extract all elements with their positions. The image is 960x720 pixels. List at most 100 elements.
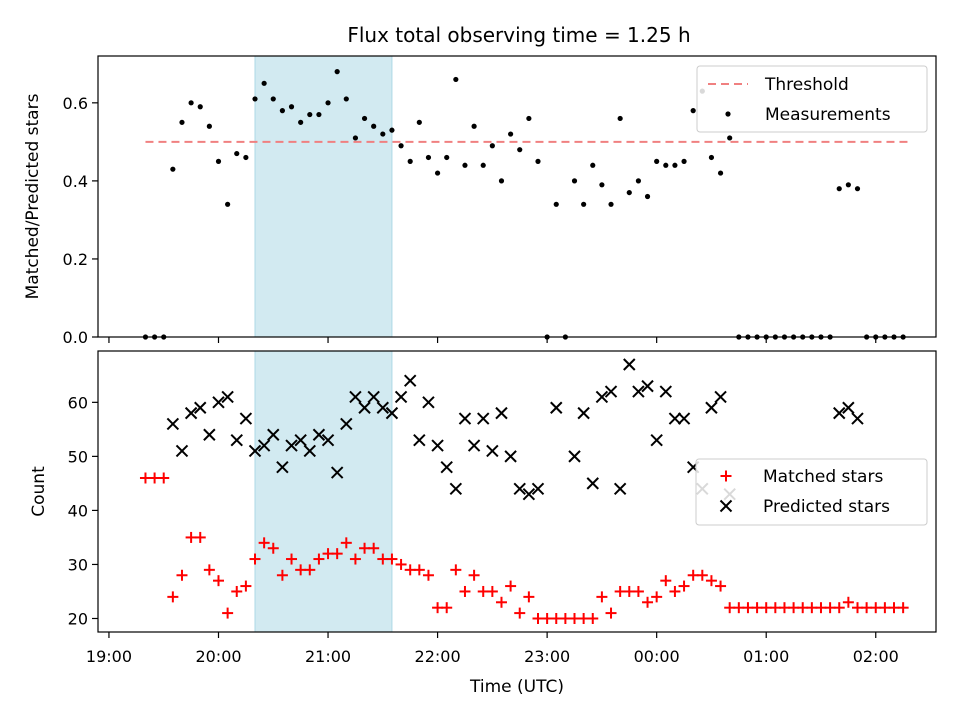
predicted-star-point — [184, 406, 198, 420]
predicted-star-point — [321, 433, 335, 447]
predicted-star-point — [431, 439, 444, 452]
bottom-plot-frame — [97, 350, 937, 633]
predicted-star-point — [175, 444, 189, 458]
predicted-star-point — [568, 450, 581, 463]
measurement-point — [261, 80, 267, 86]
matched-star-point — [605, 607, 617, 619]
predicted-star-point — [650, 433, 663, 447]
measurement-point — [517, 147, 523, 153]
predicted-star-point — [586, 477, 599, 490]
measurement-point — [654, 158, 660, 164]
predicted-star-point — [449, 482, 463, 496]
predicted-star-point — [285, 439, 298, 452]
chart-title: Flux total observing time = 1.25 h — [347, 23, 690, 47]
predicted-star-point — [531, 482, 545, 496]
matched-star-point — [678, 580, 690, 592]
cross-stroke — [194, 401, 207, 414]
matched-star-point — [705, 575, 717, 587]
cross-stroke — [257, 439, 271, 452]
matched-star-point — [368, 542, 380, 554]
measurement-point — [581, 201, 587, 207]
predicted-star-point — [714, 390, 727, 404]
legend-matched-label: Matched stars — [763, 467, 883, 487]
predicted-star-points — [166, 358, 864, 501]
y-tick-label: 30 — [68, 555, 88, 574]
shaded-span-rect — [255, 56, 392, 337]
measurement-point — [708, 154, 715, 161]
top-y-axis-label: Matched/Predicted stars — [23, 93, 43, 299]
matched-star-points — [139, 472, 909, 624]
measurement-point — [836, 186, 842, 192]
predicted-star-point — [303, 444, 316, 458]
cross-stroke — [568, 450, 581, 463]
cross-stroke — [632, 385, 645, 398]
cross-stroke — [613, 482, 627, 496]
predicted-star-point — [257, 439, 271, 452]
measurement-point — [215, 158, 222, 164]
matched-star-point — [212, 575, 224, 587]
cross-stroke — [303, 444, 316, 458]
predicted-star-point — [340, 417, 353, 431]
y-tick-label: 50 — [68, 447, 88, 466]
measurement-point — [590, 162, 596, 168]
cross-stroke — [641, 379, 654, 393]
cross-stroke — [467, 439, 481, 452]
cross-stroke — [677, 412, 691, 425]
matched-star-point — [422, 569, 434, 581]
matched-star-point — [696, 569, 708, 581]
predicted-star-point — [623, 358, 636, 371]
predicted-star-point — [577, 406, 590, 420]
measurement-points — [142, 69, 906, 340]
measurement-point — [727, 135, 733, 141]
predicted-star-point — [486, 444, 499, 458]
cross-stroke — [221, 390, 234, 404]
predicted-star-point — [440, 460, 453, 474]
bottom-legend: Matched stars Predicted stars — [695, 458, 928, 526]
matched-star-point — [441, 602, 453, 614]
predicted-star-point — [230, 433, 243, 447]
predicted-star-point — [312, 428, 326, 441]
predicted-star-point — [550, 401, 563, 414]
cross-stroke — [513, 482, 526, 496]
measurement-point — [279, 108, 285, 114]
cross-stroke — [659, 385, 673, 398]
predicted-star-point — [267, 428, 280, 441]
matched-star-point — [240, 580, 252, 592]
cross-stroke — [294, 433, 307, 447]
matched-star-point — [304, 564, 316, 576]
cross-stroke — [340, 417, 353, 431]
measurement-point — [389, 127, 395, 133]
measurement-point — [471, 123, 477, 129]
y-tick-label: 0.4 — [63, 172, 88, 191]
cross-stroke — [422, 396, 435, 409]
measurement-point — [672, 162, 678, 168]
legend-matched-swatch — [720, 470, 732, 482]
x-tick-label: 22:00 — [415, 647, 461, 666]
measurement-point — [444, 154, 450, 161]
predicted-star-point — [376, 401, 390, 414]
cross-stroke — [349, 390, 362, 404]
legend-measurements-swatch — [725, 111, 731, 117]
cross-stroke — [705, 401, 718, 414]
cross-stroke — [403, 374, 417, 387]
matched-star-point — [833, 602, 845, 614]
predicted-star-point — [513, 482, 526, 496]
y-tick-label: 0.2 — [63, 250, 88, 269]
measurement-point — [243, 154, 249, 161]
cross-stroke — [239, 412, 253, 425]
predicted-star-point — [166, 417, 180, 431]
measurement-point — [288, 104, 295, 110]
measurement-point — [608, 201, 614, 207]
cross-stroke — [477, 412, 490, 425]
measurement-point — [334, 69, 340, 75]
measurement-point — [398, 143, 404, 149]
matched-star-point — [486, 585, 498, 597]
x-axis-label: Time (UTC) — [469, 677, 564, 697]
measurement-point — [352, 135, 359, 141]
top-legend-box — [696, 65, 928, 133]
cross-stroke — [851, 412, 864, 425]
cross-stroke — [330, 466, 344, 479]
matched-star-point — [459, 585, 471, 597]
measurement-point — [535, 158, 541, 164]
